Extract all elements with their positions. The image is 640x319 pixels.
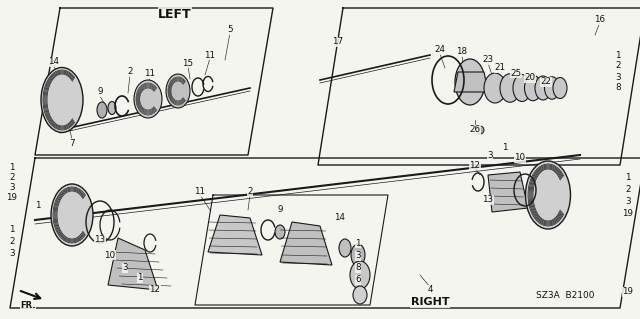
Text: 8: 8 xyxy=(355,263,361,272)
Text: 3: 3 xyxy=(9,183,15,192)
Text: 2: 2 xyxy=(247,188,253,197)
Text: 2: 2 xyxy=(9,238,15,247)
Ellipse shape xyxy=(484,73,506,103)
Text: 11: 11 xyxy=(195,188,205,197)
Text: 1: 1 xyxy=(35,201,41,210)
Polygon shape xyxy=(454,72,488,92)
Ellipse shape xyxy=(353,286,367,304)
Text: 11: 11 xyxy=(145,70,156,78)
Text: 2: 2 xyxy=(9,174,15,182)
Text: 12: 12 xyxy=(470,160,481,169)
Ellipse shape xyxy=(41,68,83,132)
Text: 6: 6 xyxy=(355,276,361,285)
Ellipse shape xyxy=(97,102,107,118)
Text: RIGHT: RIGHT xyxy=(411,297,449,307)
Text: 7: 7 xyxy=(69,138,75,147)
Ellipse shape xyxy=(339,239,351,257)
Ellipse shape xyxy=(351,244,365,266)
Ellipse shape xyxy=(525,161,570,229)
Text: 19: 19 xyxy=(623,210,634,219)
Text: 13: 13 xyxy=(95,235,106,244)
Polygon shape xyxy=(280,222,332,265)
Text: 2: 2 xyxy=(127,68,132,77)
Text: 1: 1 xyxy=(9,226,15,234)
Text: 8: 8 xyxy=(615,84,621,93)
Text: 18: 18 xyxy=(456,48,468,56)
Text: 1: 1 xyxy=(9,164,15,173)
Text: 1: 1 xyxy=(355,239,361,248)
Text: 17: 17 xyxy=(332,38,344,47)
Text: 4: 4 xyxy=(428,286,433,294)
Text: 23: 23 xyxy=(483,56,493,64)
Text: FR.: FR. xyxy=(20,301,36,310)
Text: 25: 25 xyxy=(511,69,522,78)
Text: 3: 3 xyxy=(487,151,493,160)
Text: 3: 3 xyxy=(615,72,621,81)
Text: 10: 10 xyxy=(104,250,116,259)
Polygon shape xyxy=(208,215,262,255)
Ellipse shape xyxy=(513,75,531,101)
Text: 21: 21 xyxy=(495,63,506,72)
Text: 9: 9 xyxy=(97,87,103,97)
Ellipse shape xyxy=(525,75,541,101)
Ellipse shape xyxy=(476,126,484,134)
Text: 26: 26 xyxy=(470,125,481,135)
Ellipse shape xyxy=(545,77,559,99)
Text: LEFT: LEFT xyxy=(158,8,192,20)
Text: 3: 3 xyxy=(355,251,361,261)
Ellipse shape xyxy=(455,59,485,105)
Text: 1: 1 xyxy=(625,174,631,182)
Text: 16: 16 xyxy=(595,16,605,25)
Text: 11: 11 xyxy=(205,50,216,60)
Text: SZ3A  B2100: SZ3A B2100 xyxy=(536,291,595,300)
Text: 14: 14 xyxy=(49,57,60,66)
Ellipse shape xyxy=(275,225,285,239)
Text: 13: 13 xyxy=(483,196,493,204)
Polygon shape xyxy=(108,238,158,290)
Text: 2: 2 xyxy=(615,62,621,70)
Text: 10: 10 xyxy=(515,153,525,162)
Text: 5: 5 xyxy=(227,26,233,34)
Text: 12: 12 xyxy=(150,286,161,294)
Ellipse shape xyxy=(535,76,551,100)
Text: 14: 14 xyxy=(335,213,346,222)
Text: 3: 3 xyxy=(9,249,15,258)
Ellipse shape xyxy=(553,78,567,99)
Ellipse shape xyxy=(350,261,370,289)
Text: 1: 1 xyxy=(502,144,508,152)
Text: 2: 2 xyxy=(625,186,631,195)
Ellipse shape xyxy=(500,74,520,102)
Polygon shape xyxy=(488,172,528,212)
Text: 24: 24 xyxy=(435,46,445,55)
Text: 1: 1 xyxy=(615,50,621,60)
Text: 9: 9 xyxy=(277,205,283,214)
Ellipse shape xyxy=(134,80,162,118)
Text: 3: 3 xyxy=(122,263,128,272)
Ellipse shape xyxy=(51,184,93,246)
Ellipse shape xyxy=(166,74,190,108)
Text: 15: 15 xyxy=(182,58,193,68)
Text: 19: 19 xyxy=(623,287,634,296)
Text: 19: 19 xyxy=(6,194,17,203)
Text: 20: 20 xyxy=(524,73,536,83)
Ellipse shape xyxy=(108,101,116,115)
Text: 1: 1 xyxy=(137,273,143,283)
Text: 3: 3 xyxy=(625,197,631,206)
Text: 22: 22 xyxy=(541,78,552,86)
